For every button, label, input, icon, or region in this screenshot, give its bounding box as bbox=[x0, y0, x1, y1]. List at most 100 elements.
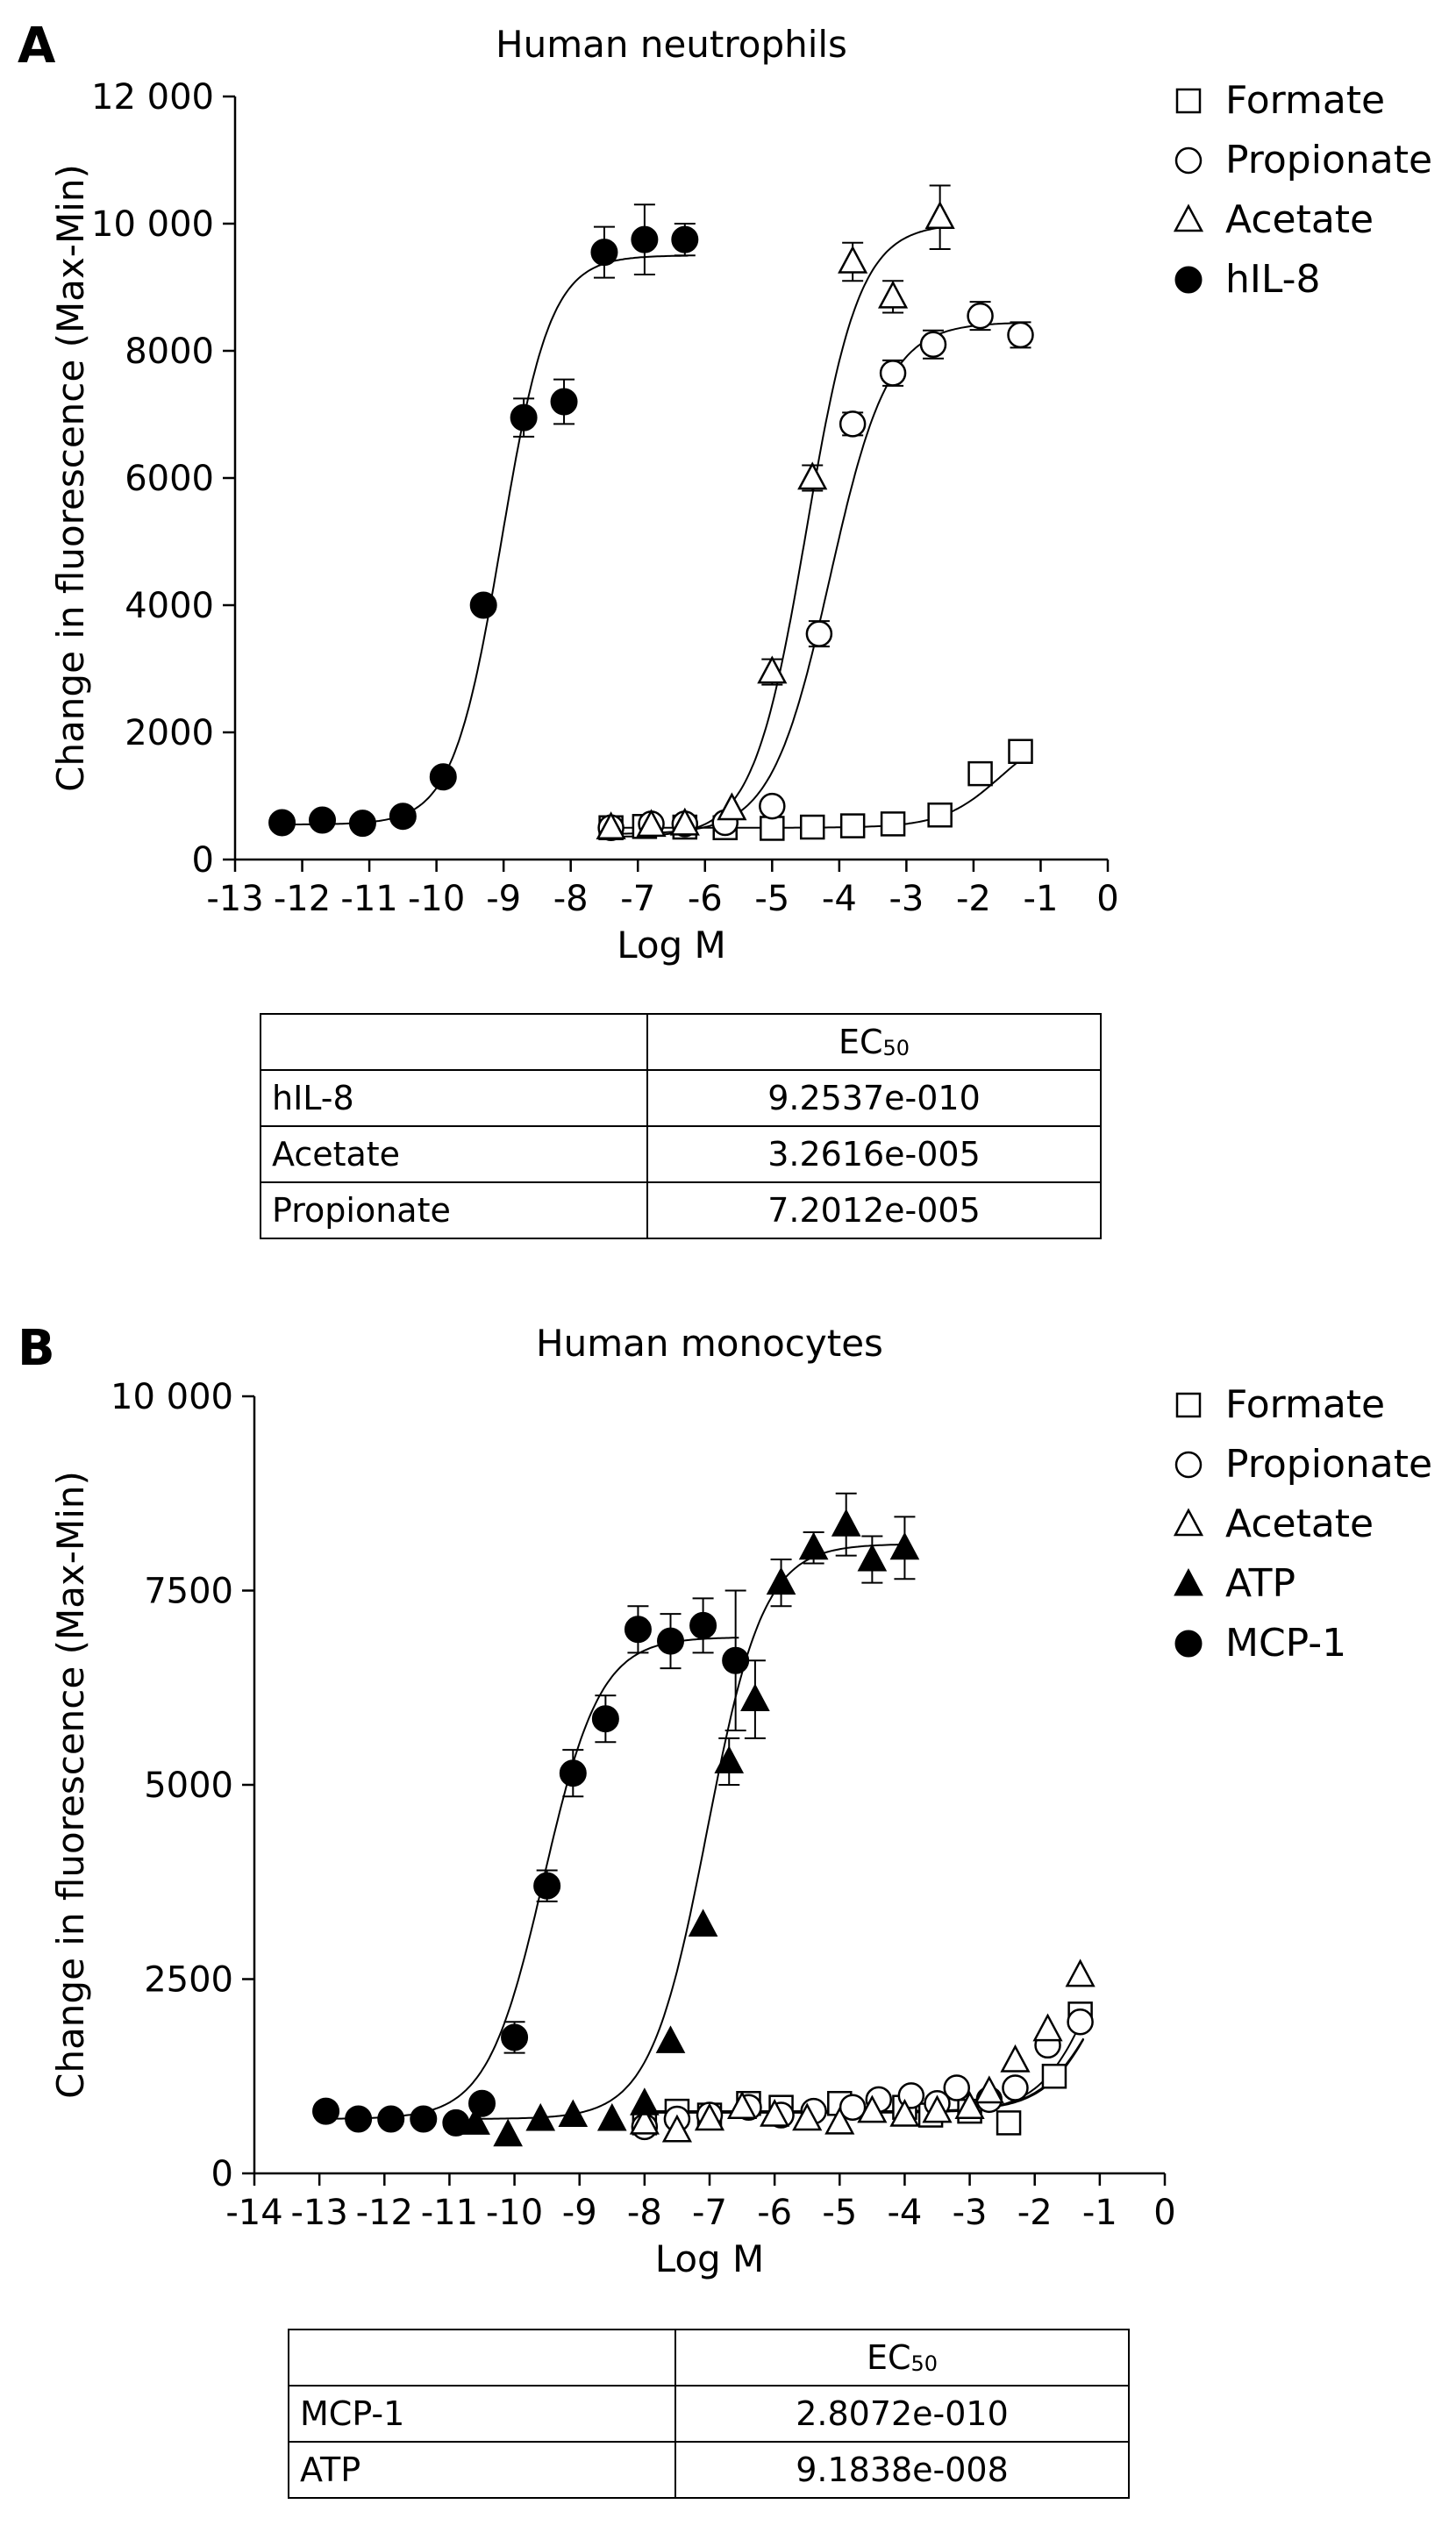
y-tick-label: 5000 bbox=[144, 1766, 233, 1806]
x-tick-label: -2 bbox=[956, 879, 991, 919]
data-point-acetate bbox=[954, 2091, 985, 2119]
data-point-hil-8 bbox=[550, 388, 578, 416]
ec50-table-monocytes: EC50 MCP-1 2.8072e-010 ATP 9.1838e-008 bbox=[288, 2329, 1130, 2499]
data-point-mcp-1 bbox=[312, 2097, 340, 2125]
data-point-hil-8 bbox=[309, 806, 336, 834]
panel-letter-b: B bbox=[18, 1320, 55, 1377]
data-point-acetate bbox=[636, 809, 667, 838]
table-row: Propionate 7.2012e-005 bbox=[260, 1181, 1102, 1239]
ec50-row-name: hIL-8 bbox=[260, 1069, 648, 1127]
legend-marker-mcp-1 bbox=[1174, 1630, 1203, 1658]
data-point-formate bbox=[1041, 2064, 1067, 2089]
data-point-atp bbox=[798, 1531, 829, 1560]
table-row: MCP-1 2.8072e-010 bbox=[288, 2385, 1130, 2443]
data-point-mcp-1 bbox=[657, 1627, 685, 1655]
data-point-mcp-1 bbox=[591, 1705, 619, 1733]
data-point-mcp-1 bbox=[377, 2105, 405, 2133]
panel-letter-a: A bbox=[18, 18, 56, 75]
data-point-propionate bbox=[839, 2094, 867, 2121]
data-point-acetate bbox=[1000, 2044, 1031, 2073]
ec50-row-value: 9.1838e-008 bbox=[674, 2441, 1130, 2499]
ec50-row-value: 9.2537e-010 bbox=[646, 1069, 1102, 1127]
ec50-row-name: MCP-1 bbox=[288, 2385, 676, 2443]
data-point-hil-8 bbox=[348, 810, 376, 838]
data-point-acetate bbox=[760, 2098, 790, 2127]
data-point-propionate bbox=[967, 302, 994, 330]
x-tick-label: -5 bbox=[754, 879, 789, 919]
data-point-formate bbox=[1008, 738, 1033, 764]
data-point-propionate bbox=[1007, 321, 1034, 349]
fit-curve-propionate bbox=[607, 322, 1024, 835]
x-tick-label: -6 bbox=[688, 879, 723, 919]
ec50-table-neutrophils: EC50 hIL-8 9.2537e-010 Acetate 3.2616e-0… bbox=[260, 1013, 1102, 1239]
ec50-header: EC50 bbox=[646, 1013, 1102, 1071]
x-tick-label: -6 bbox=[757, 2193, 792, 2233]
data-point-acetate bbox=[797, 461, 828, 490]
ec50-header: EC50 bbox=[674, 2329, 1130, 2387]
chart-title: Human neutrophils bbox=[496, 23, 847, 66]
ec50-table-header-row: EC50 bbox=[288, 2329, 1130, 2387]
x-tick-label: -8 bbox=[553, 879, 589, 919]
x-tick-label: -7 bbox=[692, 2193, 727, 2233]
data-point-mcp-1 bbox=[722, 1646, 750, 1674]
data-point-acetate bbox=[596, 811, 626, 839]
x-tick-label: -5 bbox=[822, 2193, 857, 2233]
y-tick-label: 10 000 bbox=[91, 204, 214, 245]
y-tick-label: 0 bbox=[211, 2154, 233, 2194]
x-tick-label: -12 bbox=[356, 2193, 413, 2233]
x-tick-label: -8 bbox=[627, 2193, 662, 2233]
x-tick-label: -9 bbox=[486, 879, 521, 919]
data-point-acetate bbox=[974, 2075, 1004, 2104]
table-row: ATP 9.1838e-008 bbox=[288, 2441, 1130, 2499]
legend-marker-propionate bbox=[1174, 146, 1203, 175]
x-tick-label: -1 bbox=[1082, 2193, 1117, 2233]
data-point-mcp-1 bbox=[624, 1616, 652, 1644]
legend-label-acetate: Acetate bbox=[1225, 1502, 1374, 1546]
data-point-atp bbox=[525, 2102, 556, 2131]
series-propionate bbox=[597, 301, 1034, 841]
ec50-row-name: Acetate bbox=[260, 1125, 648, 1183]
x-axis-label: Log M bbox=[655, 2237, 765, 2280]
x-tick-label: -13 bbox=[206, 879, 263, 919]
data-point-acetate bbox=[824, 2106, 855, 2135]
data-point-acetate bbox=[694, 2102, 725, 2131]
data-point-hil-8 bbox=[268, 809, 296, 837]
x-tick-label: -11 bbox=[421, 2193, 478, 2233]
data-point-formate bbox=[967, 760, 993, 787]
fit-curve-acetate bbox=[607, 226, 944, 838]
legend-marker-acetate bbox=[1173, 1508, 1204, 1537]
x-axis-label: Log M bbox=[617, 924, 726, 967]
ec50-row-value: 7.2012e-005 bbox=[646, 1181, 1102, 1239]
data-point-acetate bbox=[889, 2098, 920, 2127]
legend-label-mcp-1: MCP-1 bbox=[1225, 1621, 1346, 1666]
data-point-atp bbox=[831, 1509, 861, 1537]
legend-marker-formate bbox=[1175, 88, 1202, 114]
data-point-propionate bbox=[1002, 2074, 1029, 2101]
data-point-hil-8 bbox=[590, 239, 618, 267]
x-tick-label: -10 bbox=[486, 2193, 543, 2233]
x-tick-label: -4 bbox=[887, 2193, 922, 2233]
data-point-atp bbox=[714, 1745, 745, 1773]
y-tick-label: 10 000 bbox=[111, 1377, 233, 1417]
data-point-atp bbox=[857, 1543, 888, 1572]
data-point-formate bbox=[880, 811, 906, 837]
data-point-mcp-1 bbox=[533, 1872, 561, 1900]
data-point-hil-8 bbox=[631, 225, 659, 253]
data-point-propionate bbox=[839, 410, 867, 438]
y-tick-label: 2500 bbox=[144, 1960, 233, 2001]
legend-label-propionate: Propionate bbox=[1225, 1442, 1432, 1487]
table-row: Acetate 3.2616e-005 bbox=[260, 1125, 1102, 1183]
data-point-propionate bbox=[1067, 2008, 1094, 2036]
data-point-atp bbox=[766, 1566, 796, 1595]
data-point-mcp-1 bbox=[468, 2089, 496, 2117]
data-point-formate bbox=[927, 803, 953, 828]
legend-label-formate: Formate bbox=[1225, 78, 1385, 123]
legend-marker-propionate bbox=[1174, 1451, 1203, 1479]
data-point-acetate bbox=[757, 655, 788, 684]
data-point-propionate bbox=[943, 2074, 970, 2101]
ec50-row-value: 3.2616e-005 bbox=[646, 1125, 1102, 1183]
data-point-hil-8 bbox=[469, 591, 497, 619]
legend-marker-formate bbox=[1175, 1392, 1202, 1418]
table-row: hIL-8 9.2537e-010 bbox=[260, 1069, 1102, 1127]
data-point-formate bbox=[996, 2110, 1022, 2136]
